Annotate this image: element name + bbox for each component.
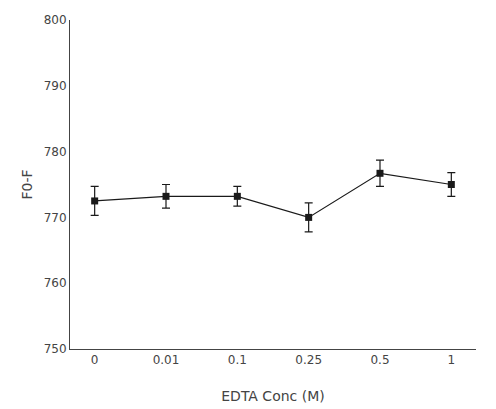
svg-text:760: 760 bbox=[44, 276, 67, 290]
svg-text:0.5: 0.5 bbox=[370, 353, 389, 367]
svg-text:800: 800 bbox=[44, 13, 67, 27]
svg-text:770: 770 bbox=[44, 211, 67, 225]
svg-text:EDTA Conc (M): EDTA Conc (M) bbox=[221, 388, 324, 404]
svg-text:0.25: 0.25 bbox=[295, 353, 322, 367]
svg-text:0.1: 0.1 bbox=[228, 353, 247, 367]
svg-text:1: 1 bbox=[447, 353, 455, 367]
svg-text:0.01: 0.01 bbox=[153, 353, 180, 367]
svg-text:F0-F: F0-F bbox=[19, 169, 35, 199]
svg-text:780: 780 bbox=[44, 145, 67, 159]
svg-text:750: 750 bbox=[44, 342, 67, 356]
svg-text:0: 0 bbox=[91, 353, 99, 367]
svg-text:790: 790 bbox=[44, 79, 67, 93]
